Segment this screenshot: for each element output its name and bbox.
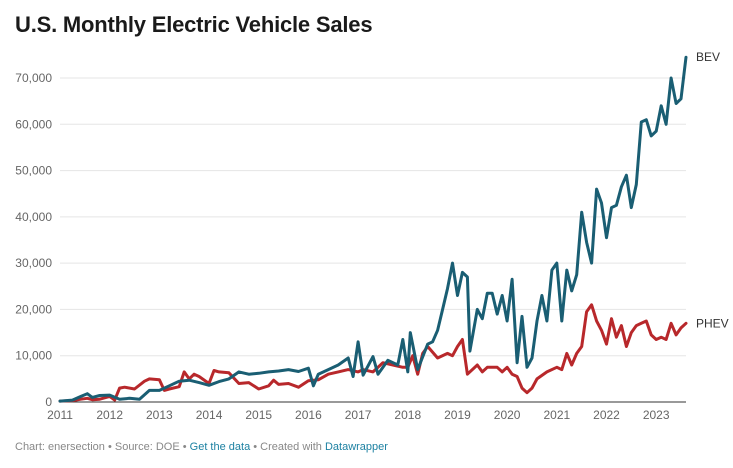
- series-label-bev: BEV: [696, 50, 720, 64]
- series-line-phev: [58, 303, 688, 403]
- footer-created-with: Created with: [260, 441, 325, 453]
- x-tick-label: 2019: [444, 408, 471, 422]
- series-label-phev: PHEV: [696, 316, 729, 330]
- x-tick-label: 2017: [345, 408, 372, 422]
- y-tick-label: 60,000: [15, 117, 52, 131]
- series-line-bev: [58, 55, 688, 403]
- chart-footer: Chart: enersection • Source: DOE • Get t…: [15, 441, 388, 453]
- x-axis-tick-labels: 2011 2012 2013 2014 2015 2016 2017 2018 2019 2020…: [47, 408, 670, 422]
- x-tick-label: 2015: [245, 408, 272, 422]
- y-tick-label: 20,000: [15, 302, 52, 316]
- x-tick-label: 2018: [394, 408, 421, 422]
- series-labels: BEV PHEV: [696, 50, 729, 330]
- x-tick-label: 2014: [196, 408, 223, 422]
- footer-source: Source: DOE: [114, 441, 180, 453]
- chart-title: U.S. Monthly Electric Vehicle Sales: [15, 12, 373, 37]
- y-tick-label: 70,000: [15, 71, 52, 85]
- x-tick-label: 2011: [47, 408, 73, 422]
- y-tick-label: 10,000: [15, 349, 52, 363]
- x-tick-label: 2013: [146, 408, 173, 422]
- footer-separator: •: [104, 441, 115, 453]
- y-tick-label: 30,000: [15, 256, 52, 270]
- y-tick-label: 40,000: [15, 210, 52, 224]
- x-tick-label: 2022: [593, 408, 620, 422]
- line-chart: 0 10,000 20,000 30,000 40,000 50,000 60,000 70,…: [15, 50, 729, 422]
- x-tick-label: 2023: [643, 408, 670, 422]
- datawrapper-link[interactable]: Datawrapper: [324, 441, 388, 453]
- footer-separator: •: [179, 441, 190, 453]
- x-tick-label: 2016: [295, 408, 322, 422]
- y-axis-tick-labels: 0 10,000 20,000 30,000 40,000 50,000 60,000 70,…: [15, 71, 52, 409]
- x-tick-label: 2012: [96, 408, 123, 422]
- get-the-data-link[interactable]: Get the data: [189, 441, 251, 453]
- footer-separator: •: [250, 441, 261, 453]
- x-tick-label: 2020: [494, 408, 521, 422]
- footer-credit: Chart: enersection: [15, 441, 105, 453]
- y-tick-label: 0: [45, 395, 52, 409]
- series-lines: [58, 55, 688, 403]
- x-tick-label: 2021: [543, 408, 570, 422]
- y-tick-label: 50,000: [15, 164, 52, 178]
